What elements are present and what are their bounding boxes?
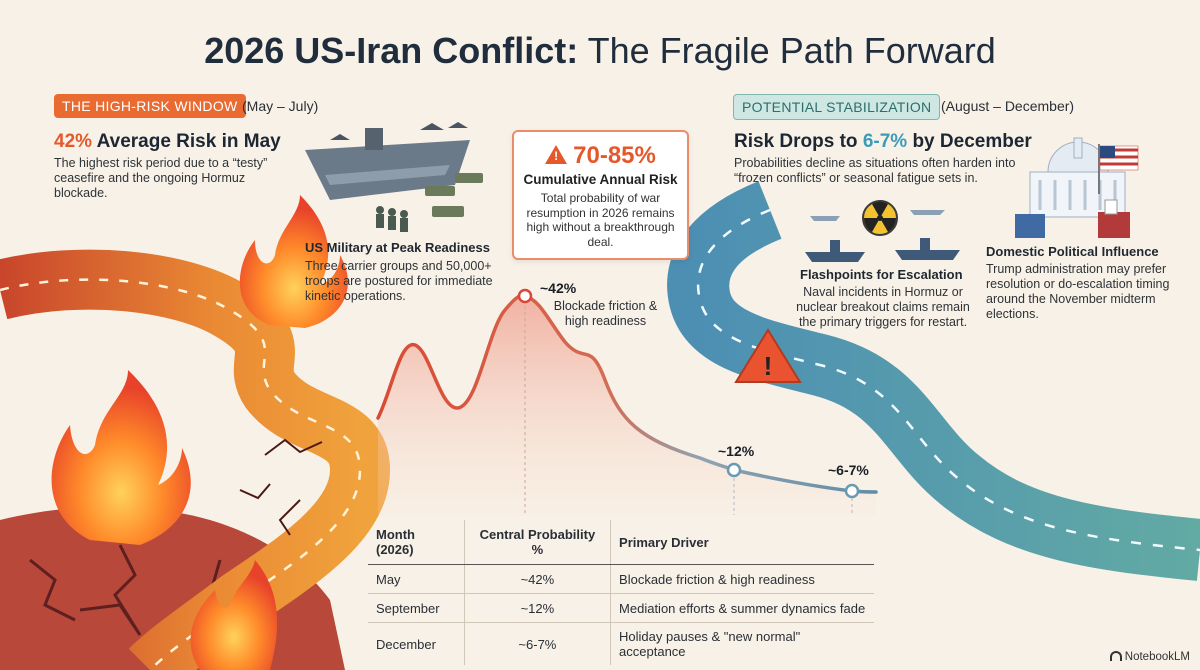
table-header: Primary Driver [610,520,874,565]
stabilization-headline: Risk Drops to 6-7% by December [734,131,1032,152]
flashpoints-caption: Flashpoints for Escalation [800,267,963,282]
table-cell: ~12% [463,593,611,623]
table-row: September ~12% Mediation efforts & summe… [368,593,874,623]
table-cell: December [376,636,436,652]
flashpoints-body: Naval incidents in Hormuz or nuclear bre… [796,285,970,329]
high-risk-headline: 42% Average Risk in May [54,131,281,152]
table-cell: Holiday pauses & "new normal" acceptance [610,622,874,665]
page-title: 2026 US-Iran Conflict: The Fragile Path … [204,30,996,71]
troops-icon [376,173,483,232]
peak-note: Blockade friction & high readiness [553,299,658,328]
fire-icon [51,370,191,545]
radiation-icon [862,200,898,236]
table-cell: September [368,593,465,623]
table-header: Central Probability % [463,520,611,565]
domestic-body: Trump administration may prefer resoluti… [986,262,1170,321]
warship-icon [805,210,960,262]
probability-table: Month (2026) Central Probability % Prima… [368,520,874,665]
fire-icon [190,560,278,670]
aircraft-carrier-icon [305,122,470,200]
high-risk-range: (May – July) [242,98,319,114]
stabilization-range: (August – December) [941,98,1075,114]
ground-cracks [29,544,241,636]
table-header: Month (2026) [368,520,465,565]
stabilization-body: Probabilities decline as situations ofte… [734,156,1016,185]
warning-icon: ! [545,145,568,164]
table-cell: Blockade friction & high readiness [610,564,874,594]
fire-icon [239,195,348,328]
peak-label: ~42% [540,280,577,296]
us-flag-icon [1098,144,1139,194]
table-cell: ~42% [463,564,611,594]
warning-icon: ! [734,328,802,383]
stabilization-tag: POTENTIAL STABILIZATION [733,94,941,120]
domestic-caption: Domestic Political Influence [986,244,1159,259]
september-label: ~12% [718,443,755,459]
table-cell: May [368,564,465,594]
notebooklm-brand: NotebookLM [1109,651,1190,663]
table-cell: ~6-7% [463,622,611,665]
table-row: May ~42% Blockade friction & high readin… [368,564,874,594]
december-label: ~6-7% [828,462,869,478]
table-cell: Mediation efforts & summer dynamics fade [610,593,874,623]
callout-label: Cumulative Annual Risk [523,172,678,187]
notebooklm-logo-icon [1109,651,1122,661]
callout-body: Total probability of war resumption in 2… [526,191,675,249]
ballot-box-icon [1015,199,1130,238]
september-marker [726,462,742,478]
cool-road-lane [696,208,1200,552]
high-risk-tag: THE HIGH-RISK WINDOW [54,94,246,118]
cumulative-risk-callout: ! 70-85% Cumulative Annual Risk Total pro… [512,130,689,260]
road-cracks [239,438,323,536]
peak-marker [517,288,533,304]
risk-curve-line [376,293,878,494]
table-header-row: Month (2026) Central Probability % Prima… [368,520,874,565]
high-risk-body: The highest risk period due to a “testy”… [54,156,268,200]
svg-text:!: ! [764,351,773,381]
december-marker [844,483,860,499]
military-caption: US Military at Peak Readiness [305,240,490,255]
table-row: December ~6-7% Holiday pauses & "new nor… [368,622,874,665]
risk-curve-area [378,295,876,515]
military-body: Three carrier groups and 50,000+ troops … [305,259,493,303]
